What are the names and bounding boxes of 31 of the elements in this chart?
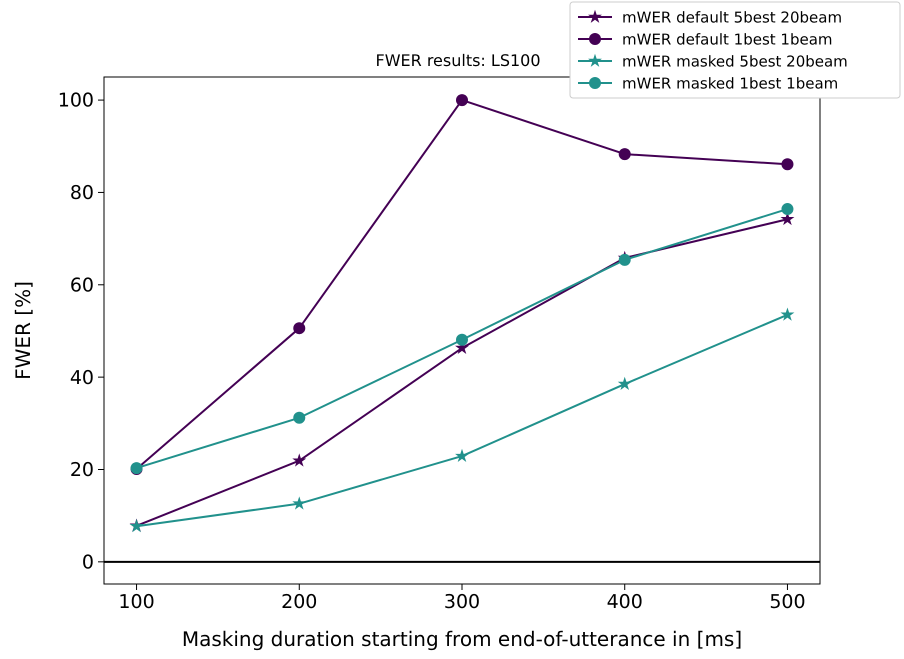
point <box>455 448 469 462</box>
y-tick-label: 80 <box>70 182 94 204</box>
y-axis-title: FWER [%] <box>11 281 35 380</box>
legend-label: mWER default 5best 20beam <box>622 8 842 26</box>
point <box>618 376 632 390</box>
x-tick-label: 100 <box>118 591 155 613</box>
y-tick-label: 20 <box>70 459 94 482</box>
y-tick-label: 0 <box>82 551 94 574</box>
y-tick-label: 40 <box>70 366 94 389</box>
point <box>781 158 794 170</box>
point <box>293 322 306 334</box>
y-tick-label: 100 <box>58 90 94 112</box>
point <box>456 94 468 106</box>
y-tick-label: 60 <box>70 274 94 296</box>
legend-label: mWER default 1best 1beam <box>622 30 833 48</box>
legend-label: mWER masked 5best 20beam <box>622 52 848 70</box>
x-tick-label: 400 <box>606 591 643 613</box>
point <box>618 148 631 160</box>
point <box>781 203 794 216</box>
point <box>292 453 306 467</box>
x-tick-label: 500 <box>769 591 806 613</box>
point <box>293 412 306 424</box>
point <box>618 254 631 266</box>
x-axis-title: Masking duration starting from end-of-utterance in [ms] <box>182 627 742 651</box>
x-tick-label: 200 <box>281 591 318 613</box>
point <box>780 307 794 321</box>
point <box>456 334 468 346</box>
chart-title: FWER results: LS100 <box>375 51 541 70</box>
point <box>292 496 306 510</box>
legend-label: mWER masked 1best 1beam <box>622 74 838 92</box>
x-tick-label: 300 <box>444 591 480 613</box>
